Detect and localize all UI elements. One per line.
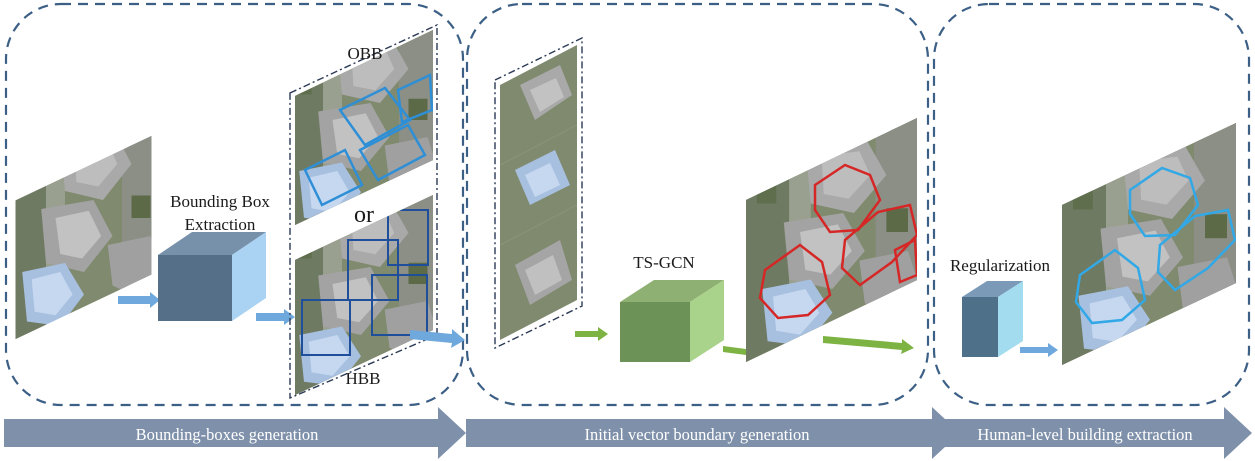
stage3-arrow — [934, 407, 1252, 459]
arrow-icon — [823, 336, 914, 354]
or-label: or — [354, 202, 374, 228]
stage1-label: Bounding-boxes generation — [136, 425, 319, 444]
regularized-aerial-image — [1062, 123, 1236, 365]
arrow-icon — [1020, 343, 1058, 357]
stage1-arrow — [4, 407, 466, 459]
stage2-frame — [465, 2, 930, 407]
arrow-icon — [118, 292, 160, 308]
arrow-icon — [410, 329, 465, 348]
input-aerial-image — [14, 134, 153, 341]
cube-icon — [620, 280, 724, 362]
stage3-frame — [932, 2, 1251, 407]
vector-aerial-image — [746, 118, 917, 362]
tsgcn-label: TS-GCN — [633, 253, 694, 272]
bbox-label-line2: Extraction — [185, 215, 256, 234]
arrow-icon — [256, 309, 295, 325]
samples-outline — [494, 36, 583, 350]
bbox-label-line1: Bounding Box — [170, 192, 270, 211]
stage3-label: Human-level building extraction — [977, 425, 1192, 444]
arrow-icon — [575, 327, 608, 341]
stage1-frame — [4, 2, 465, 407]
hbb-label: HBB — [346, 369, 381, 388]
cube-icon — [962, 281, 1023, 357]
stage2-label: Initial vector boundary generation — [585, 425, 810, 444]
obb-label: OBB — [348, 44, 383, 63]
stage2-arrow — [466, 407, 960, 459]
cube-icon — [158, 232, 266, 321]
regularization-label: Regularization — [950, 256, 1051, 275]
